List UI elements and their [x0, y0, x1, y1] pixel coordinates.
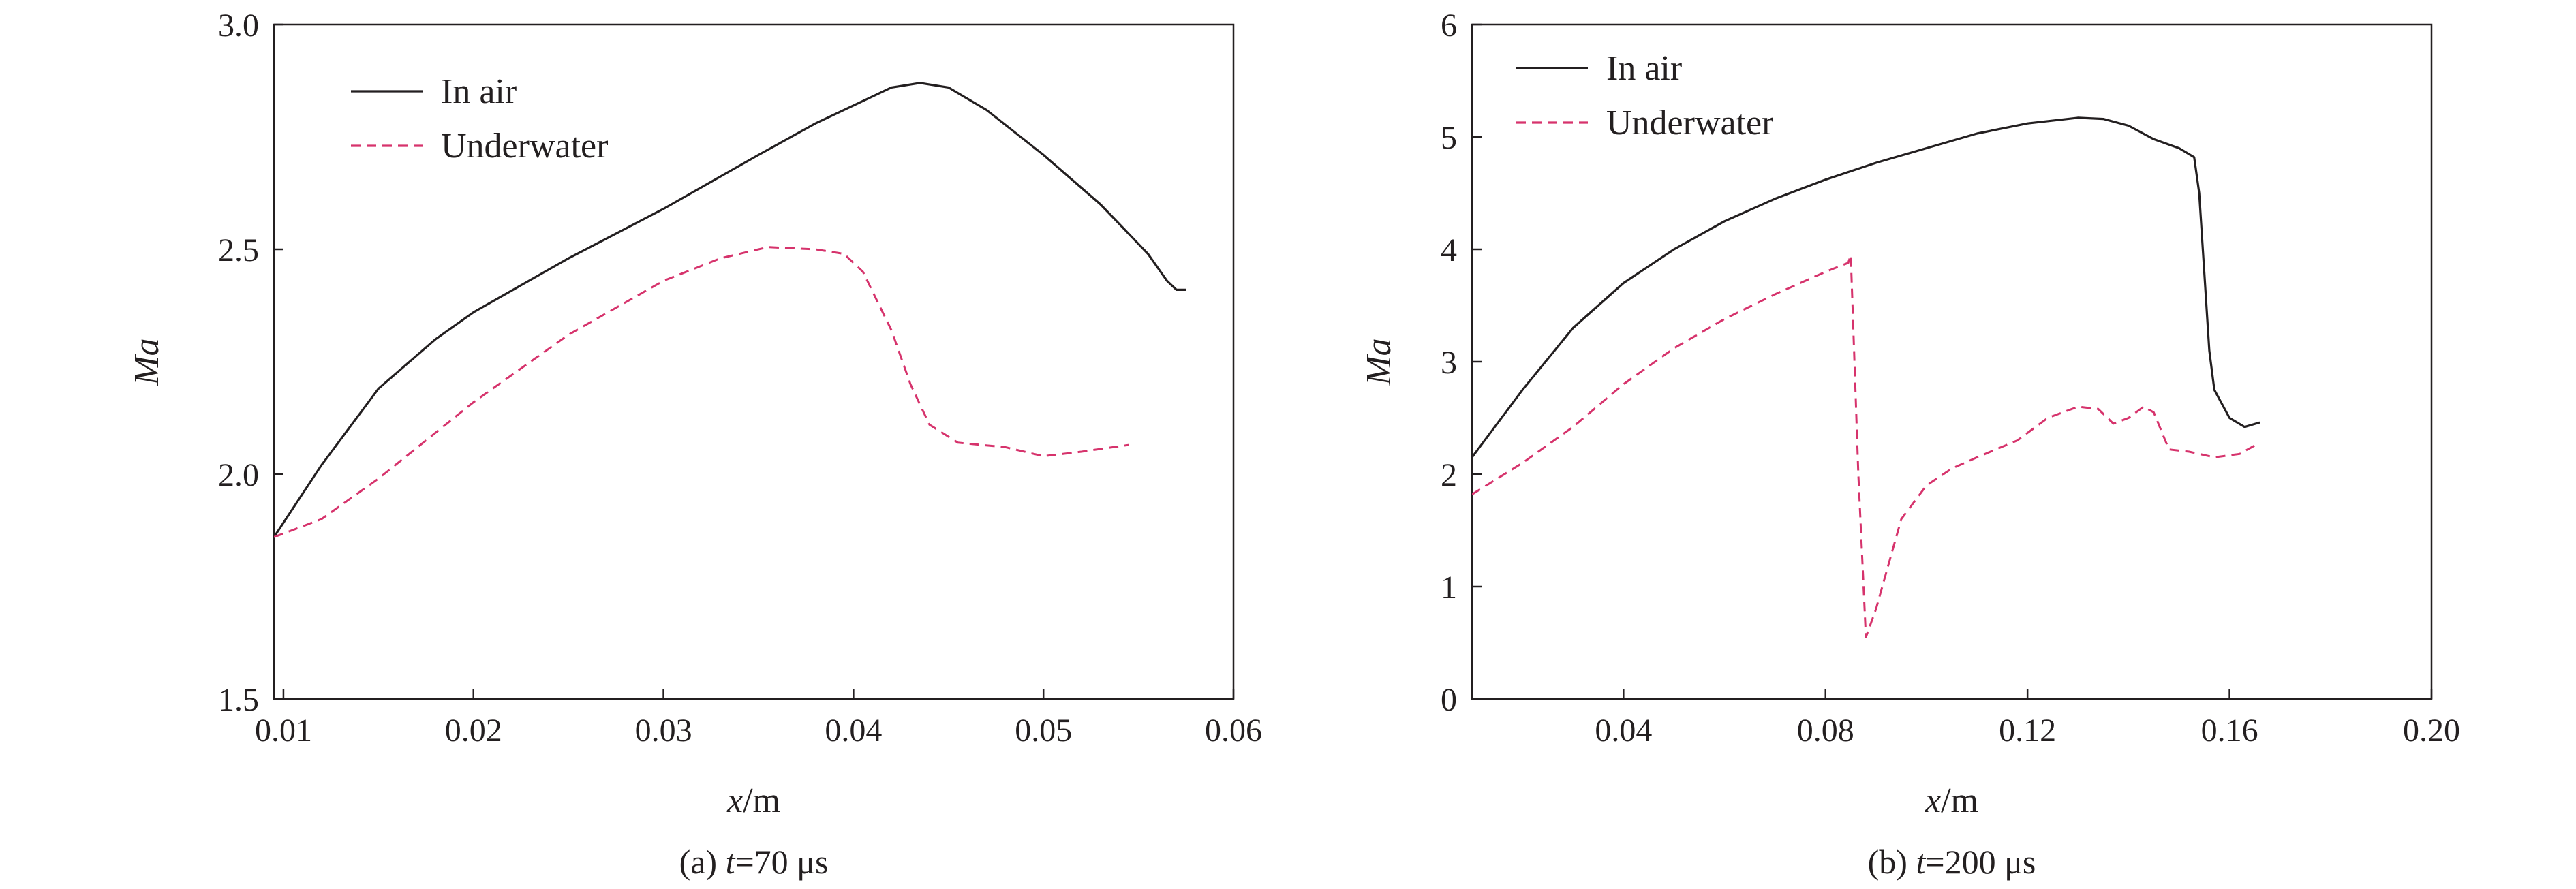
y-tick-label: 1	[1441, 570, 1457, 606]
x-axis-label: x/m	[726, 781, 780, 820]
x-tick-label: 0.06	[1205, 713, 1262, 749]
y-axis-label: Ma	[1360, 338, 1398, 386]
x-tick-label: 0.04	[825, 713, 882, 749]
caption-variable: t	[726, 843, 736, 881]
series-line-underwater	[274, 246, 1129, 538]
panel-caption: (a) t=70 μs	[679, 843, 829, 881]
x-tick-label: 0.16	[2201, 713, 2258, 749]
y-tick-label: 2	[1441, 457, 1457, 493]
x-tick-label: 0.08	[1797, 713, 1854, 749]
y-tick-label: 5	[1441, 120, 1457, 156]
legend-label: Underwater	[441, 127, 608, 166]
panel-caption: (b) t=200 μs	[1868, 843, 2036, 881]
y-tick-label: 2.0	[218, 457, 259, 493]
x-axis-label: x/m	[1925, 781, 1978, 820]
series-line-underwater	[1472, 253, 2260, 638]
plot-frame	[273, 23, 1235, 700]
series-line-in-air	[274, 82, 1186, 538]
y-tick-label: 0	[1441, 682, 1457, 718]
x-tick-label: 0.12	[1999, 713, 2056, 749]
x-tick-label: 0.04	[1595, 713, 1652, 749]
caption-prefix: (a)	[679, 843, 726, 881]
x-tick-label: 0.02	[445, 713, 502, 749]
x-axis-unit: /m	[1941, 781, 1978, 820]
y-tick-label: 4	[1441, 232, 1457, 268]
x-axis-variable: x	[1925, 781, 1941, 820]
x-tick-label: 0.01	[255, 713, 312, 749]
caption-variable: t	[1916, 843, 1926, 881]
legend-label: In air	[441, 72, 517, 111]
x-tick-label: 0.20	[2403, 713, 2460, 749]
y-axis-label: Ma	[127, 338, 166, 386]
y-tick-label: 6	[1441, 7, 1457, 44]
y-tick-label: 3	[1441, 345, 1457, 381]
x-axis-unit: /m	[743, 781, 780, 820]
x-tick-label: 0.03	[635, 713, 692, 749]
y-tick-label: 3.0	[218, 7, 259, 44]
series-line-in-air	[1472, 116, 2260, 458]
x-tick-label: 0.05	[1015, 713, 1072, 749]
x-axis-variable: x	[726, 781, 743, 820]
y-tick-label: 2.5	[218, 232, 259, 268]
caption-suffix: =70 μs	[735, 843, 828, 881]
caption-prefix: (b)	[1868, 843, 1916, 881]
y-tick-label: 1.5	[218, 682, 259, 718]
legend-label: Underwater	[1606, 104, 1773, 142]
legend-label: In air	[1606, 49, 1682, 88]
caption-suffix: =200 μs	[1925, 843, 2036, 881]
panel-a: 0.01 0.02 0.03 0.04 0.05 0.06 1.5 2.0 2.5 3.0 Ma x/…	[127, 7, 1262, 881]
